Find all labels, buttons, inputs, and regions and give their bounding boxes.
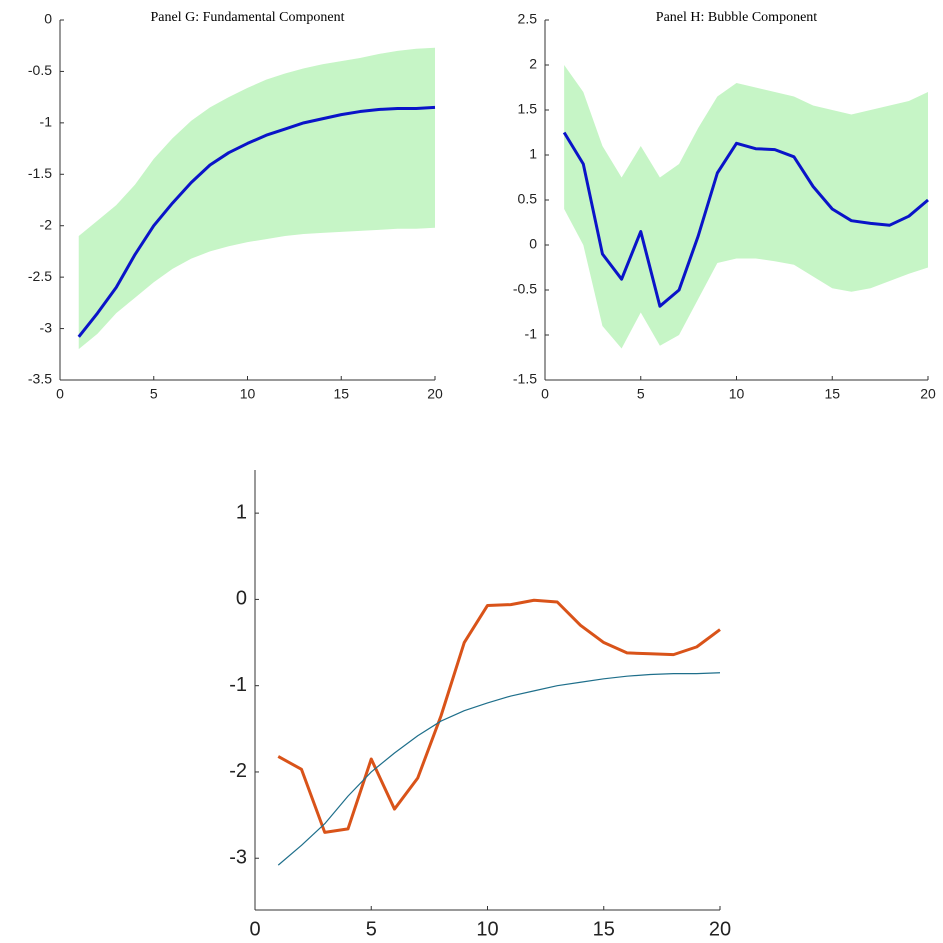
- x-tick-label: 15: [333, 385, 349, 401]
- confidence-band: [79, 48, 435, 349]
- y-tick-label: -2: [40, 216, 53, 232]
- x-tick-label: 15: [593, 918, 615, 940]
- x-tick-label: 10: [240, 385, 256, 401]
- y-tick-label: 1: [529, 146, 537, 162]
- y-tick-label: -1: [40, 114, 53, 130]
- x-tick-label: 20: [709, 918, 731, 940]
- panel-title: Panel G: Fundamental Component: [150, 10, 344, 25]
- y-tick-label: 0: [529, 236, 537, 252]
- x-tick-label: 5: [150, 385, 158, 401]
- confidence-band: [564, 65, 928, 349]
- figure: -3.5-3-2.5-2-1.5-1-0.5005101520Panel G: …: [0, 0, 943, 943]
- x-tick-label: 10: [476, 918, 498, 940]
- y-tick-label: 2: [529, 56, 537, 72]
- x-tick-label: 5: [637, 385, 645, 401]
- data-line: [278, 600, 720, 832]
- y-tick-label: -3: [40, 319, 53, 335]
- x-tick-label: 0: [56, 385, 64, 401]
- y-tick-label: 2.5: [518, 11, 538, 27]
- y-tick-label: 0: [236, 588, 247, 610]
- y-tick-label: 0: [44, 11, 52, 27]
- x-tick-label: 10: [729, 385, 745, 401]
- y-tick-label: -1: [229, 674, 247, 696]
- x-tick-label: 15: [824, 385, 840, 401]
- y-tick-label: -1.5: [513, 371, 537, 387]
- x-tick-label: 20: [920, 385, 936, 401]
- data-line: [278, 673, 720, 865]
- y-tick-label: -0.5: [513, 281, 537, 297]
- y-tick-label: -3: [229, 847, 247, 869]
- x-tick-label: 0: [249, 918, 260, 940]
- x-tick-label: 5: [366, 918, 377, 940]
- y-tick-label: 1: [236, 501, 247, 523]
- y-tick-label: 1.5: [518, 101, 538, 117]
- x-tick-label: 20: [427, 385, 443, 401]
- y-tick-label: -2: [229, 760, 247, 782]
- y-tick-label: 0.5: [518, 191, 538, 207]
- x-tick-label: 0: [541, 385, 549, 401]
- y-tick-label: -3.5: [28, 371, 52, 387]
- y-tick-label: -2.5: [28, 268, 52, 284]
- y-tick-label: -1.5: [28, 165, 52, 181]
- panel-title: Panel H: Bubble Component: [656, 10, 817, 25]
- y-tick-label: -0.5: [28, 62, 52, 78]
- y-tick-label: -1: [525, 326, 538, 342]
